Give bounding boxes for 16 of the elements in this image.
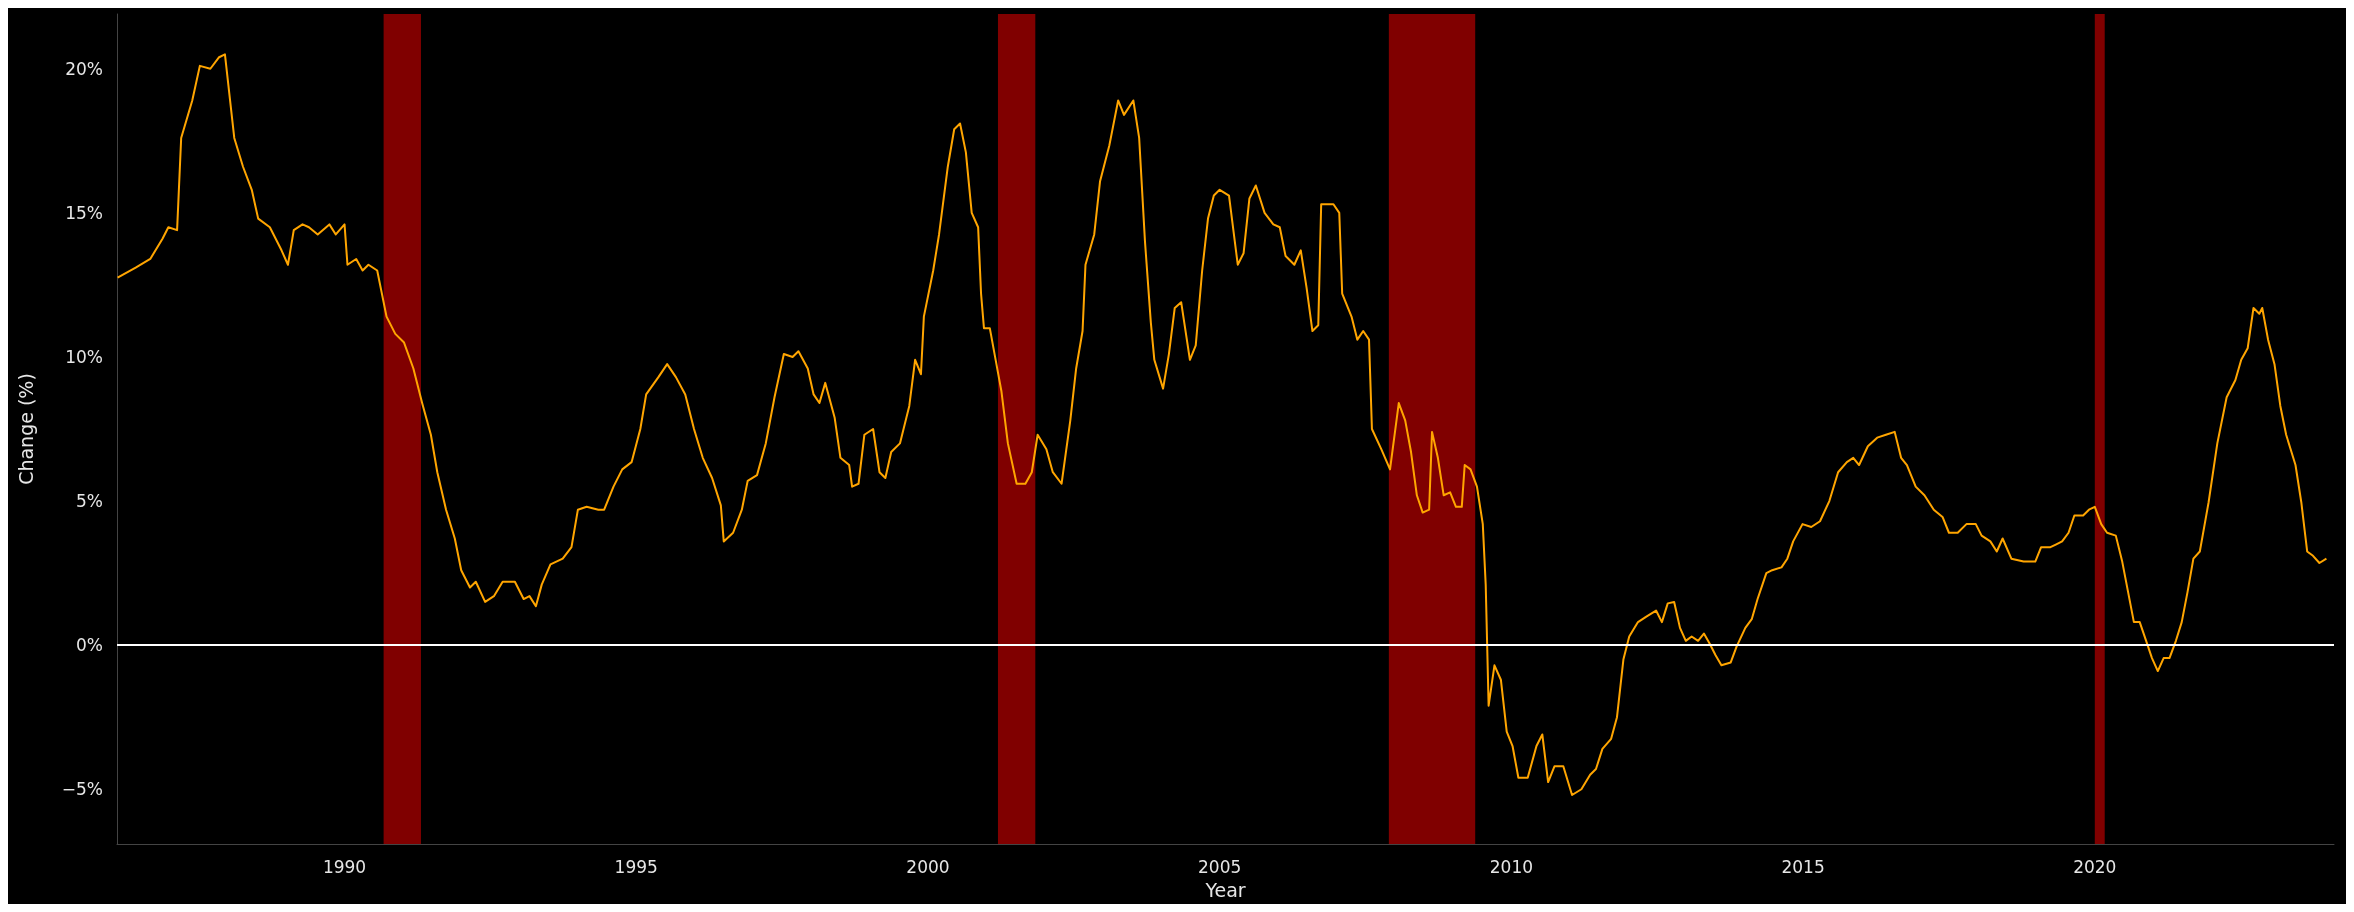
x-tick-label: 2020 xyxy=(2073,856,2117,877)
y-tick-label: 15% xyxy=(65,202,103,223)
x-tick-label: 1995 xyxy=(614,856,658,877)
y-tick-label: 5% xyxy=(76,491,103,512)
x-tick-label: 2010 xyxy=(1489,856,1534,877)
y-axis-title: Change (%) xyxy=(14,373,37,485)
y-tick-label: −5% xyxy=(61,779,103,800)
y-tick-label: 20% xyxy=(65,58,103,79)
y-tick-label: 10% xyxy=(65,346,103,367)
x-axis-title: Year xyxy=(1204,878,1246,901)
x-tick-label: 2000 xyxy=(906,856,950,877)
x-tick-label: 1990 xyxy=(322,856,367,877)
line-series xyxy=(116,53,2328,797)
y-tick-label: 0% xyxy=(76,635,103,656)
x-tick-label: 2015 xyxy=(1781,856,1825,877)
x-tick-label: 2005 xyxy=(1198,856,1242,877)
